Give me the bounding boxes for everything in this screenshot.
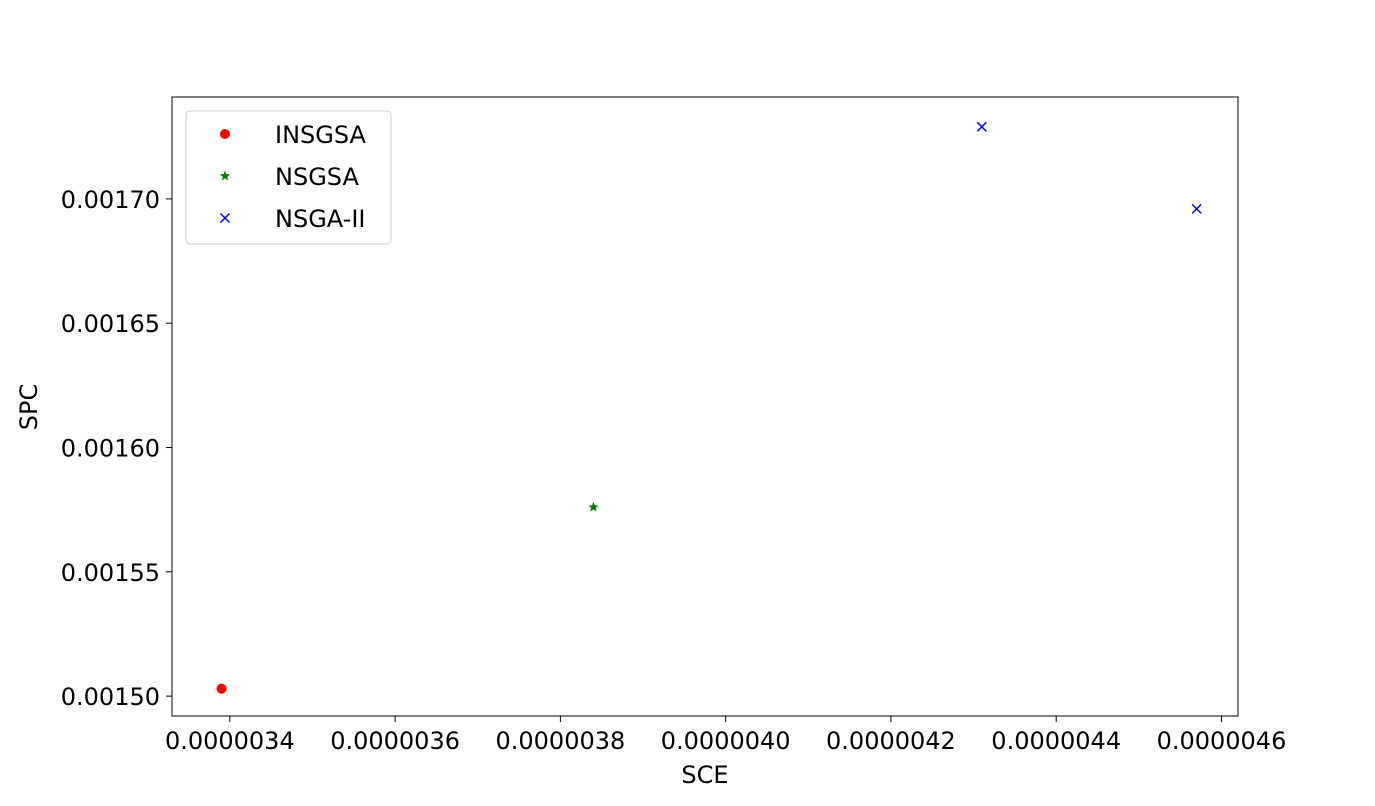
data-point xyxy=(588,501,599,512)
x-tick-label: 0.0000044 xyxy=(991,727,1121,755)
legend-label: INSGSA xyxy=(275,121,367,149)
data-point xyxy=(976,121,987,132)
plot-frame xyxy=(171,96,1239,717)
legend-label: NSGSA xyxy=(275,163,359,191)
legend-marker xyxy=(219,212,231,224)
y-tick-label: 0.00160 xyxy=(61,435,160,463)
x-axis-ticks: 0.0000034 0.0000036 0.0000038 0.0000040 0.00… xyxy=(165,716,1286,755)
y-axis-label: SPC xyxy=(15,384,43,430)
legend: INSGSA NSGSA NSGA-II xyxy=(185,110,392,245)
data-point xyxy=(216,683,227,694)
legend-label: NSGA-II xyxy=(275,205,366,233)
legend-items: INSGSA NSGSA NSGA-II xyxy=(219,121,367,233)
x-tick-label: 0.0000040 xyxy=(661,727,791,755)
data-point xyxy=(1191,203,1202,214)
x-tick-label: 0.0000038 xyxy=(495,727,625,755)
y-tick-label: 0.00165 xyxy=(61,310,160,338)
y-axis-ticks: 0.00150 0.00155 0.00160 0.00165 0.00170 xyxy=(61,186,172,711)
x-axis-label: SCE xyxy=(681,761,728,789)
data-points xyxy=(216,121,1202,694)
x-tick-label: 0.0000036 xyxy=(330,727,460,755)
legend-box xyxy=(185,110,392,245)
y-tick-label: 0.00170 xyxy=(61,186,160,214)
legend-marker xyxy=(219,170,231,181)
x-tick-label: 0.0000046 xyxy=(1157,727,1287,755)
x-tick-label: 0.0000034 xyxy=(165,727,295,755)
legend-marker xyxy=(220,129,230,139)
x-tick-label: 0.0000042 xyxy=(826,727,956,755)
y-tick-label: 0.00150 xyxy=(61,683,160,711)
y-tick-label: 0.00155 xyxy=(61,559,160,587)
